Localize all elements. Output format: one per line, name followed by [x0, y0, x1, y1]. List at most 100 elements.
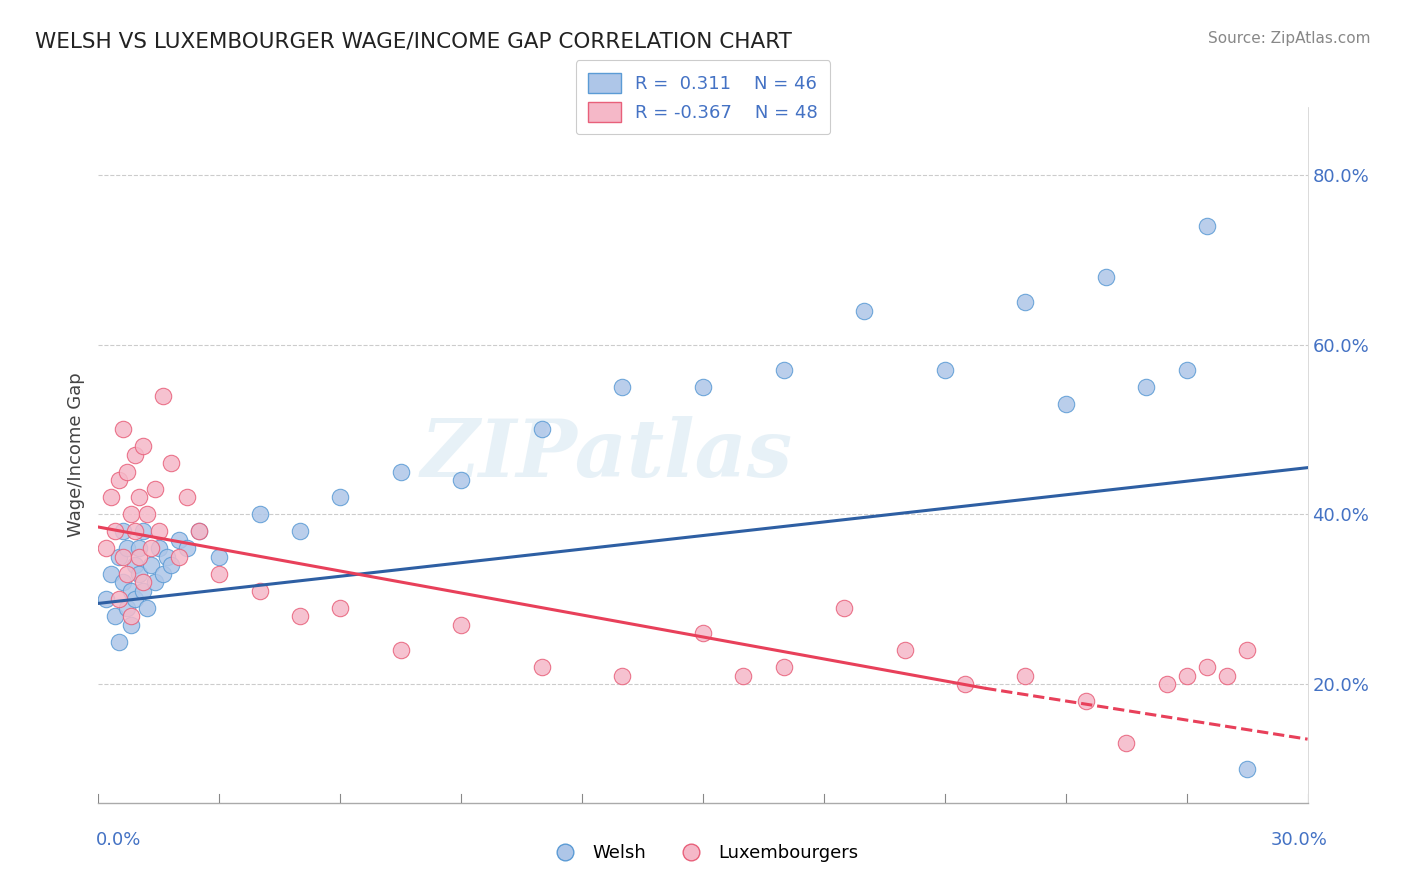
Point: [612, 668, 634, 682]
Point: [329, 600, 352, 615]
Point: [1115, 736, 1137, 750]
Point: [100, 491, 122, 505]
Point: [111, 549, 134, 564]
Point: [160, 457, 183, 471]
Point: [128, 541, 150, 556]
Point: [128, 549, 150, 564]
Text: 0.0%: 0.0%: [96, 830, 141, 848]
Point: [249, 508, 271, 522]
Point: [135, 600, 157, 615]
Point: [107, 474, 129, 488]
Point: [120, 583, 142, 598]
Point: [188, 524, 211, 539]
Point: [128, 491, 150, 505]
Point: [1216, 668, 1239, 682]
Text: Source: ZipAtlas.com: Source: ZipAtlas.com: [1208, 31, 1371, 46]
Point: [1014, 668, 1036, 682]
Point: [128, 566, 150, 581]
Point: [530, 422, 553, 436]
Legend: Welsh, Luxembourgers: Welsh, Luxembourgers: [540, 838, 866, 870]
Point: [167, 549, 190, 564]
Point: [115, 600, 138, 615]
Point: [139, 558, 162, 573]
Point: [96, 592, 118, 607]
Point: [450, 474, 472, 488]
Point: [1095, 269, 1118, 284]
Point: [772, 363, 794, 377]
Point: [288, 609, 311, 624]
Point: [107, 549, 129, 564]
Point: [1175, 668, 1198, 682]
Text: ZIPatlas: ZIPatlas: [420, 417, 793, 493]
Point: [103, 524, 125, 539]
Point: [1195, 660, 1218, 674]
Point: [115, 566, 138, 581]
Point: [120, 609, 142, 624]
Point: [853, 303, 876, 318]
Point: [530, 660, 553, 674]
Point: [612, 380, 634, 394]
Point: [132, 583, 155, 598]
Point: [124, 592, 146, 607]
Point: [288, 524, 311, 539]
Point: [1236, 762, 1258, 776]
Point: [135, 508, 157, 522]
Point: [176, 491, 198, 505]
Point: [249, 583, 271, 598]
Point: [124, 524, 146, 539]
Point: [124, 448, 146, 462]
Point: [148, 541, 170, 556]
Point: [107, 592, 129, 607]
Point: [389, 465, 412, 479]
Point: [160, 558, 183, 573]
Point: [188, 524, 211, 539]
Point: [1054, 397, 1077, 411]
Point: [100, 566, 122, 581]
Legend: R =  0.311    N = 46, R = -0.367    N = 48: R = 0.311 N = 46, R = -0.367 N = 48: [575, 61, 831, 135]
Point: [124, 558, 146, 573]
Point: [176, 541, 198, 556]
Point: [934, 363, 956, 377]
Point: [115, 541, 138, 556]
Point: [103, 609, 125, 624]
Point: [1074, 694, 1097, 708]
Point: [167, 533, 190, 547]
Point: [152, 388, 174, 402]
Point: [111, 575, 134, 590]
Point: [132, 439, 155, 453]
Point: [329, 491, 352, 505]
Point: [143, 575, 166, 590]
Point: [1014, 295, 1036, 310]
Point: [893, 643, 915, 657]
Point: [120, 508, 142, 522]
Point: [1236, 643, 1258, 657]
Point: [208, 549, 231, 564]
Point: [772, 660, 794, 674]
Point: [96, 541, 118, 556]
Point: [1175, 363, 1198, 377]
Point: [450, 617, 472, 632]
Point: [832, 600, 855, 615]
Point: [156, 549, 179, 564]
Point: [152, 566, 174, 581]
Point: [692, 380, 714, 394]
Point: [111, 422, 134, 436]
Point: [143, 482, 166, 496]
Point: [132, 524, 155, 539]
Point: [953, 677, 976, 691]
Point: [139, 541, 162, 556]
Point: [132, 575, 155, 590]
Point: [389, 643, 412, 657]
Point: [107, 634, 129, 648]
Point: [692, 626, 714, 640]
Text: WELSH VS LUXEMBOURGER WAGE/INCOME GAP CORRELATION CHART: WELSH VS LUXEMBOURGER WAGE/INCOME GAP CO…: [35, 31, 792, 51]
Y-axis label: Wage/Income Gap: Wage/Income Gap: [66, 373, 84, 537]
Text: 30.0%: 30.0%: [1271, 830, 1327, 848]
Point: [148, 524, 170, 539]
Point: [1135, 380, 1157, 394]
Point: [111, 524, 134, 539]
Point: [208, 566, 231, 581]
Point: [120, 617, 142, 632]
Point: [733, 668, 755, 682]
Point: [115, 465, 138, 479]
